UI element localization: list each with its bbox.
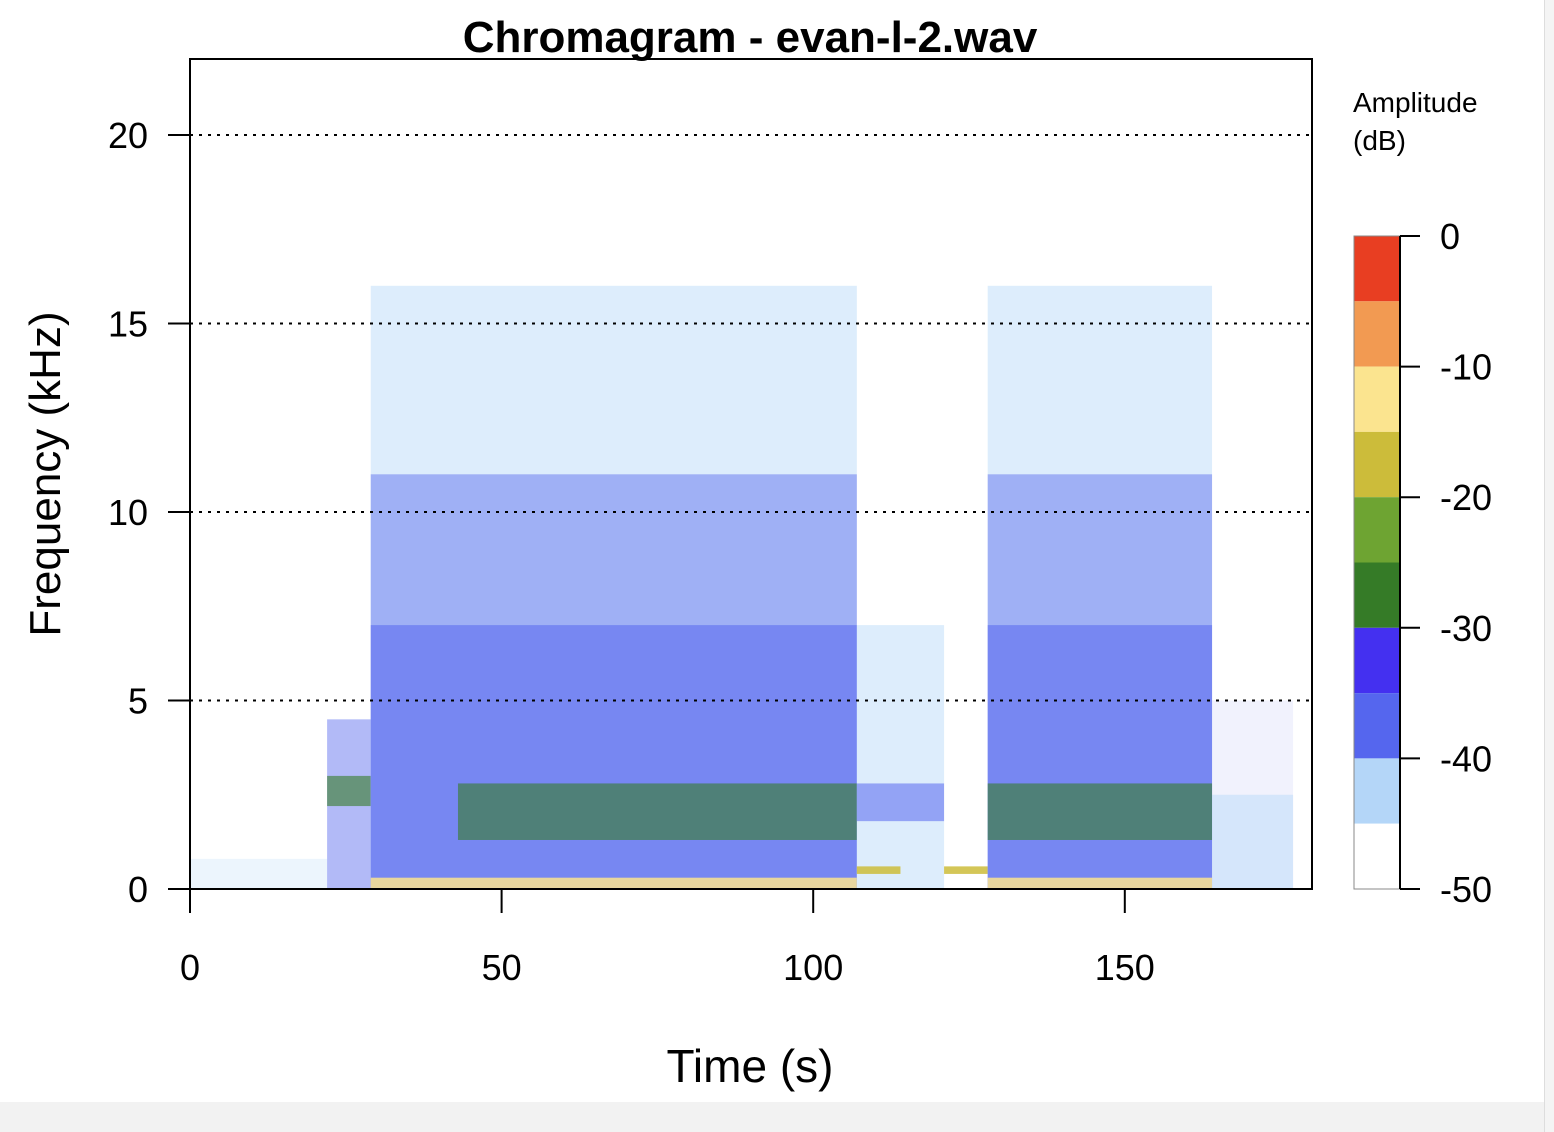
y-tick-label: 5 xyxy=(128,681,148,722)
colorbar-swatch xyxy=(1354,431,1400,498)
y-tick-label: 15 xyxy=(108,304,148,345)
colorbar-swatch xyxy=(1354,236,1400,302)
gridlines xyxy=(190,134,1312,702)
chromagram-chart: Chromagram - evan-l-2.wav 0 50 100 150 0510… xyxy=(21,13,1492,1092)
energy-region xyxy=(987,877,1213,889)
energy-region xyxy=(1212,700,1294,889)
energy-region xyxy=(856,866,901,874)
y-tick-label: 20 xyxy=(108,115,148,156)
colorbar-tick-label: -20 xyxy=(1440,477,1492,518)
window-bottom-edge xyxy=(0,1102,1554,1132)
y-tick-label: 10 xyxy=(108,492,148,533)
energy-region xyxy=(370,877,857,889)
energy-region xyxy=(856,625,945,889)
x-axis: 0 50 100 150 xyxy=(180,888,1155,988)
energy-region xyxy=(856,783,945,822)
colorbar-tick-label: 0 xyxy=(1440,216,1460,257)
chart-title: Chromagram - evan-l-2.wav xyxy=(463,13,1038,62)
colorbar-tick-label: -40 xyxy=(1440,738,1492,779)
colorbar-swatch xyxy=(1354,366,1400,432)
colorbar-tick-label: -50 xyxy=(1440,869,1492,910)
y-axis-label: Frequency (kHz) xyxy=(21,311,70,636)
colorbar-title-line1: Amplitude xyxy=(1353,87,1478,118)
energy-region xyxy=(190,858,328,889)
colorbar-swatch xyxy=(1354,301,1400,367)
colorbar-swatch xyxy=(1354,693,1400,759)
x-tick-label: 0 xyxy=(180,947,200,988)
energy-region xyxy=(987,783,1213,840)
energy-region xyxy=(457,783,857,840)
x-tick-label: 150 xyxy=(1095,947,1155,988)
colorbar: 0 -10 -20 -30 -40 -50 xyxy=(1353,216,1492,910)
colorbar-tick-label: -30 xyxy=(1440,608,1492,649)
energy-region xyxy=(370,625,857,889)
colorbar-swatch xyxy=(1354,823,1400,889)
y-tick-label: 0 xyxy=(128,869,148,910)
colorbar-swatch xyxy=(1354,627,1400,694)
x-axis-label: Time (s) xyxy=(667,1040,834,1092)
colorbar-title-line2: (dB) xyxy=(1353,125,1406,156)
y-axis: 0 5 10 15 20 xyxy=(108,115,190,910)
colorbar-swatch xyxy=(1354,562,1400,628)
energy-region xyxy=(944,866,988,874)
energy-region xyxy=(327,775,371,807)
x-tick-label: 100 xyxy=(783,947,843,988)
energy-region xyxy=(987,625,1213,889)
spectrogram-regions xyxy=(190,285,1294,889)
x-tick-label: 50 xyxy=(482,947,522,988)
colorbar-swatch xyxy=(1354,758,1400,824)
energy-region xyxy=(1212,794,1294,889)
colorbar-tick-label: -10 xyxy=(1440,347,1492,388)
colorbar-swatch xyxy=(1354,497,1400,563)
window-right-edge xyxy=(1544,0,1554,1132)
